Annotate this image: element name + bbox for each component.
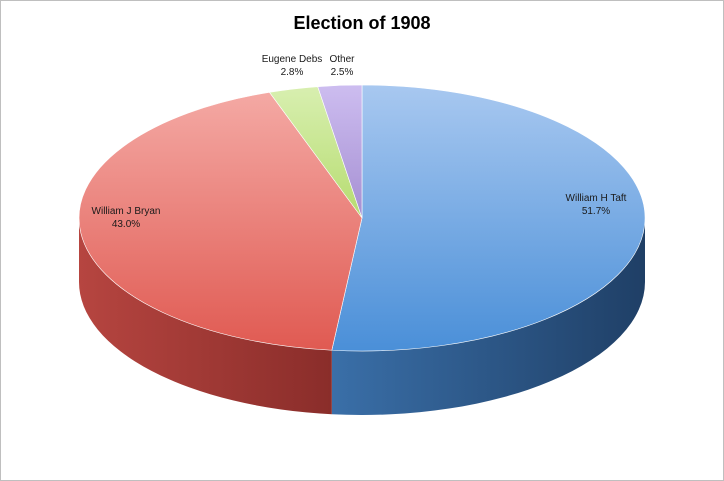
data-label-percent-william-h-taft: 51.7% — [582, 206, 610, 217]
pie-side-william-j-bryan — [79, 218, 332, 415]
data-label-percent-other: 2.5% — [331, 67, 354, 78]
data-label-name-eugene-debs: Eugene Debs — [262, 54, 323, 65]
data-label-name-other: Other — [329, 54, 355, 65]
pie-side-william-h-taft — [331, 218, 645, 415]
pie-slice-william-j-bryan — [78, 91, 363, 351]
pie-tops — [78, 84, 646, 352]
pie-sides — [79, 218, 645, 415]
chart-title: Election of 1908 — [293, 13, 431, 33]
pie-labels: William H Taft 51.7% William J Bryan 43.0% E… — [92, 54, 627, 230]
data-label-name-william-j-bryan: William J Bryan — [92, 206, 161, 217]
data-label-name-william-h-taft: William H Taft — [566, 193, 627, 204]
data-label-percent-william-j-bryan: 43.0% — [112, 219, 140, 230]
pie-slice-william-h-taft — [331, 84, 646, 352]
pie-slice-other — [317, 84, 363, 219]
data-label-percent-eugene-debs: 2.8% — [281, 67, 304, 78]
